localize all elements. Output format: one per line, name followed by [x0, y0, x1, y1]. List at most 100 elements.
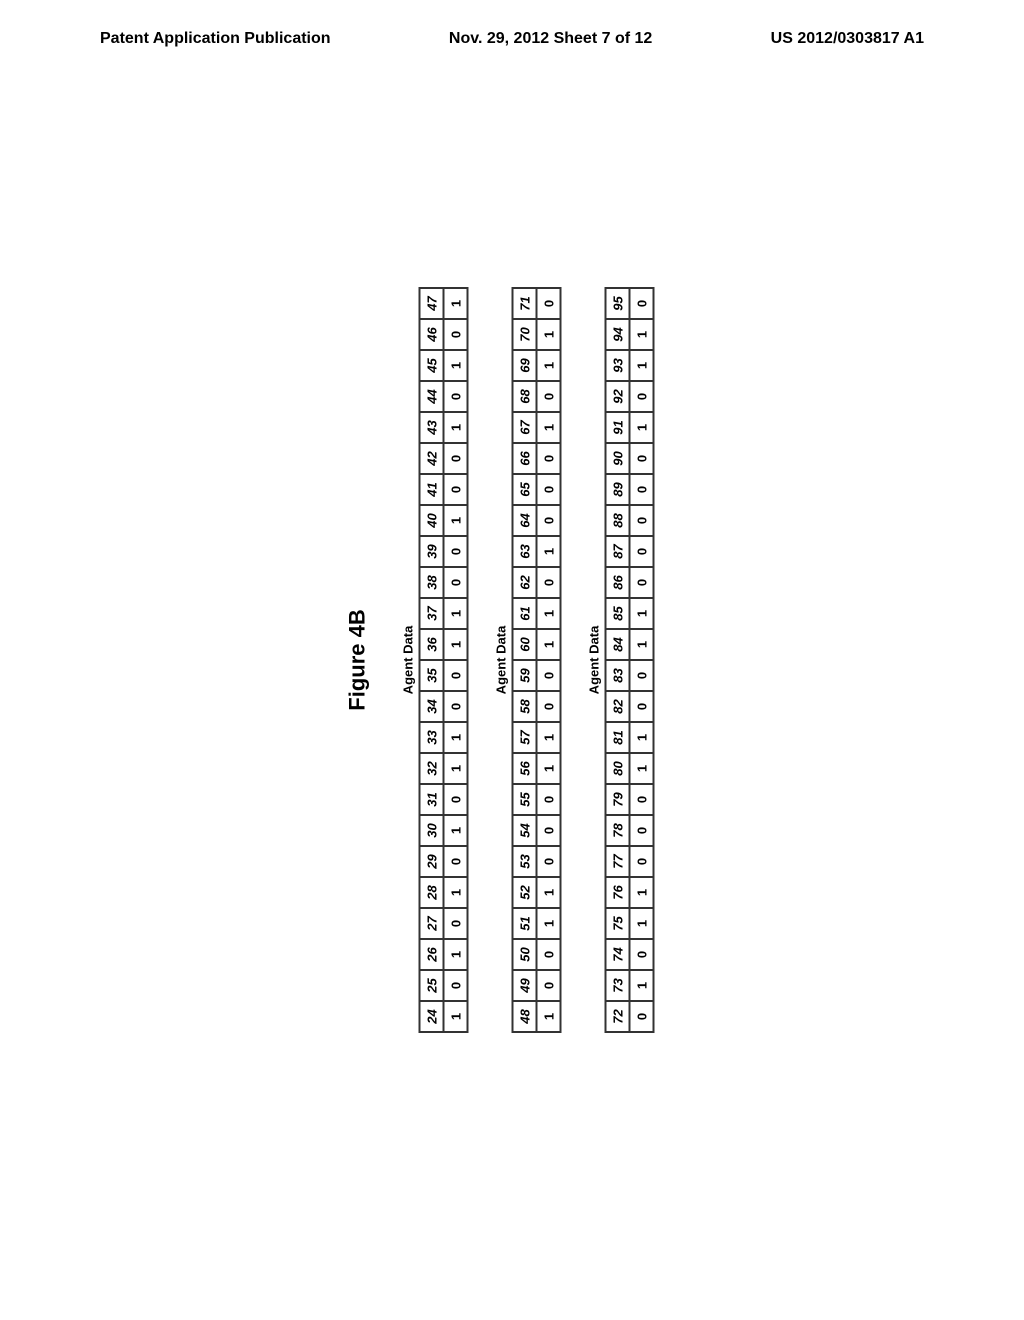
header-cell: 49	[513, 970, 537, 1001]
value-cell: 1	[537, 536, 561, 567]
value-cell: 0	[444, 443, 468, 474]
page-header: Patent Application Publication Nov. 29, …	[0, 0, 1024, 78]
figure-content: Figure 4B Agent Data24252627282930313233…	[345, 210, 680, 1110]
value-cell: 1	[537, 1001, 561, 1032]
value-cell: 0	[537, 939, 561, 970]
figure-title: Figure 4B	[345, 210, 371, 1110]
table-label: Agent Data	[494, 210, 509, 1110]
table-label: Agent Data	[401, 210, 416, 1110]
header-cell: 70	[513, 319, 537, 350]
value-cell: 1	[444, 629, 468, 660]
table-group: Agent Data484950515253545556575859606162…	[494, 210, 562, 1110]
value-cell: 1	[537, 629, 561, 660]
value-cell: 0	[630, 815, 654, 846]
value-cell: 0	[537, 567, 561, 598]
table-label: Agent Data	[587, 210, 602, 1110]
header-cell: 58	[513, 691, 537, 722]
header-cell: 75	[606, 908, 630, 939]
header-cell: 34	[420, 691, 444, 722]
header-cell: 69	[513, 350, 537, 381]
value-cell: 1	[444, 350, 468, 381]
header-cell: 63	[513, 536, 537, 567]
header-cell: 64	[513, 505, 537, 536]
header-cell: 79	[606, 784, 630, 815]
header-cell: 38	[420, 567, 444, 598]
table-row: 7273747576777879808182838485868788899091…	[606, 288, 630, 1032]
header-cell: 65	[513, 474, 537, 505]
value-cell: 0	[537, 691, 561, 722]
value-cell: 1	[444, 877, 468, 908]
value-cell: 0	[630, 660, 654, 691]
header-cell: 32	[420, 753, 444, 784]
header-cell: 95	[606, 288, 630, 319]
header-cell: 43	[420, 412, 444, 443]
header-cell: 26	[420, 939, 444, 970]
header-cell: 83	[606, 660, 630, 691]
value-cell: 0	[537, 505, 561, 536]
header-cell: 48	[513, 1001, 537, 1032]
value-cell: 0	[630, 784, 654, 815]
value-cell: 1	[630, 753, 654, 784]
value-cell: 0	[630, 536, 654, 567]
header-cell: 54	[513, 815, 537, 846]
header-cell: 84	[606, 629, 630, 660]
header-cell: 33	[420, 722, 444, 753]
header-cell: 24	[420, 1001, 444, 1032]
value-cell: 1	[444, 288, 468, 319]
value-cell: 1	[537, 319, 561, 350]
agent-data-table: 4849505152535455565758596061626364656667…	[512, 287, 562, 1033]
table-row: 010110001100110000010110	[630, 288, 654, 1032]
value-cell: 0	[630, 505, 654, 536]
value-cell: 1	[444, 939, 468, 970]
value-cell: 0	[444, 381, 468, 412]
header-cell: 50	[513, 939, 537, 970]
header-cell: 74	[606, 939, 630, 970]
header-cell: 46	[420, 319, 444, 350]
header-cell: 94	[606, 319, 630, 350]
value-cell: 0	[630, 691, 654, 722]
header-right: US 2012/0303817 A1	[771, 30, 924, 48]
header-cell: 42	[420, 443, 444, 474]
value-cell: 0	[444, 319, 468, 350]
header-cell: 68	[513, 381, 537, 412]
value-cell: 0	[630, 474, 654, 505]
value-cell: 1	[630, 722, 654, 753]
value-cell: 0	[630, 381, 654, 412]
value-cell: 0	[444, 908, 468, 939]
header-cell: 37	[420, 598, 444, 629]
value-cell: 1	[444, 505, 468, 536]
value-cell: 0	[630, 939, 654, 970]
header-cell: 30	[420, 815, 444, 846]
header-cell: 31	[420, 784, 444, 815]
value-cell: 0	[537, 288, 561, 319]
value-cell: 0	[630, 443, 654, 474]
header-cell: 40	[420, 505, 444, 536]
header-cell: 41	[420, 474, 444, 505]
value-cell: 0	[630, 567, 654, 598]
table-group: Agent Data242526272829303132333435363738…	[401, 210, 469, 1110]
header-cell: 39	[420, 536, 444, 567]
table-group: Agent Data 727374757677787980818283848586…	[587, 210, 655, 1110]
value-cell: 1	[537, 753, 561, 784]
value-cell: 0	[630, 288, 654, 319]
value-cell: 1	[630, 877, 654, 908]
table-row: 4849505152535455565758596061626364656667…	[513, 288, 537, 1032]
header-cell: 88	[606, 505, 630, 536]
agent-data-table: 7273747576777879808182838485868788899091…	[605, 287, 655, 1033]
header-cell: 67	[513, 412, 537, 443]
header-cell: 60	[513, 629, 537, 660]
value-cell: 0	[444, 691, 468, 722]
header-cell: 28	[420, 877, 444, 908]
header-cell: 55	[513, 784, 537, 815]
tables-container: Agent Data242526272829303132333435363738…	[401, 210, 655, 1110]
value-cell: 1	[630, 629, 654, 660]
value-cell: 1	[630, 908, 654, 939]
value-cell: 0	[537, 784, 561, 815]
header-left: Patent Application Publication	[100, 30, 331, 48]
header-cell: 62	[513, 567, 537, 598]
header-center: Nov. 29, 2012 Sheet 7 of 12	[449, 30, 652, 48]
header-cell: 72	[606, 1001, 630, 1032]
header-cell: 29	[420, 846, 444, 877]
header-cell: 35	[420, 660, 444, 691]
value-cell: 0	[537, 660, 561, 691]
